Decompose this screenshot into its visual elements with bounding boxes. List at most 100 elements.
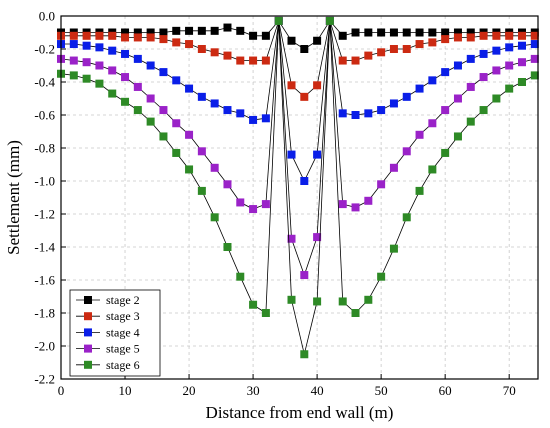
series-line — [61, 20, 535, 50]
data-point — [530, 71, 539, 80]
data-point — [95, 79, 104, 88]
data-point — [428, 119, 437, 128]
data-point — [338, 31, 347, 40]
data-point — [351, 309, 360, 317]
data-point — [108, 89, 117, 98]
data-point — [287, 150, 296, 159]
x-tick-label: 0 — [58, 383, 65, 398]
data-point — [389, 163, 398, 172]
data-point — [133, 33, 142, 42]
y-tick-label: -1.6 — [34, 273, 55, 288]
data-point — [82, 41, 91, 50]
legend-label: stage 6 — [106, 358, 140, 372]
data-point — [428, 38, 437, 47]
data-point — [364, 109, 373, 118]
series-4 — [57, 16, 539, 185]
data-point — [274, 16, 283, 25]
data-point — [108, 66, 117, 75]
data-point — [505, 61, 514, 70]
data-point — [185, 26, 194, 35]
series-3 — [57, 16, 539, 101]
data-point — [146, 94, 155, 103]
data-point — [82, 58, 91, 67]
data-point — [261, 114, 270, 123]
data-point — [236, 56, 245, 65]
data-point — [172, 38, 181, 47]
data-point — [453, 33, 462, 42]
data-point — [441, 28, 450, 37]
data-point — [517, 58, 526, 67]
data-point — [415, 84, 424, 93]
data-point — [159, 68, 168, 77]
data-point — [185, 84, 194, 93]
data-point — [249, 56, 258, 65]
data-point — [69, 31, 78, 40]
y-tick-label: -1.4 — [34, 240, 55, 255]
data-point — [415, 130, 424, 139]
data-point — [210, 163, 219, 172]
data-point — [146, 61, 155, 70]
data-point — [197, 92, 206, 101]
data-point — [389, 28, 398, 37]
legend-marker — [84, 312, 92, 321]
data-point — [441, 106, 450, 115]
data-point — [492, 66, 501, 75]
data-point — [223, 106, 232, 115]
data-point — [402, 45, 411, 53]
data-point — [172, 119, 181, 128]
data-point — [172, 148, 181, 157]
data-point — [249, 205, 258, 214]
legend-label: stage 3 — [106, 309, 140, 323]
data-point — [453, 132, 462, 141]
data-point — [325, 16, 334, 25]
legend-label: stage 2 — [106, 293, 140, 307]
data-point — [479, 73, 488, 82]
data-point — [69, 56, 78, 65]
data-point — [351, 56, 360, 65]
y-tick-label: -2.2 — [34, 372, 55, 387]
data-point — [364, 51, 373, 60]
data-point — [236, 198, 245, 207]
legend-label: stage 4 — [106, 325, 140, 339]
data-point — [402, 92, 411, 101]
y-tick-label: -1.0 — [34, 174, 55, 189]
x-tick-label: 10 — [119, 383, 132, 398]
data-point — [159, 28, 168, 37]
data-point — [428, 76, 437, 85]
data-point — [287, 81, 296, 90]
data-point — [466, 54, 475, 63]
x-tick-label: 20 — [183, 383, 196, 398]
series-6 — [57, 16, 539, 359]
data-point — [377, 272, 386, 281]
data-point — [146, 33, 155, 42]
data-point — [197, 45, 206, 53]
data-point — [121, 97, 130, 106]
data-point — [300, 45, 309, 53]
data-point — [249, 300, 258, 309]
data-point — [197, 147, 206, 156]
data-point — [313, 81, 322, 90]
data-point — [82, 31, 91, 40]
data-point — [377, 180, 386, 189]
data-point — [466, 28, 475, 37]
data-point — [389, 45, 398, 53]
legend: stage 2 stage 3 stage 4 stage 5 stage 6 — [69, 289, 161, 377]
data-point — [121, 49, 130, 58]
plot-frame — [60, 15, 539, 380]
data-point — [210, 99, 219, 108]
data-point — [210, 26, 219, 35]
data-point — [441, 35, 450, 44]
data-point — [223, 23, 232, 32]
data-point — [338, 56, 347, 65]
data-point — [133, 54, 142, 63]
data-point — [389, 99, 398, 108]
data-point — [517, 31, 526, 40]
legend-marker — [84, 360, 92, 369]
data-point — [351, 111, 360, 119]
data-point — [453, 61, 462, 70]
data-point — [95, 31, 104, 40]
data-point — [338, 297, 347, 306]
legend-marker — [84, 328, 92, 337]
data-point — [133, 106, 142, 115]
